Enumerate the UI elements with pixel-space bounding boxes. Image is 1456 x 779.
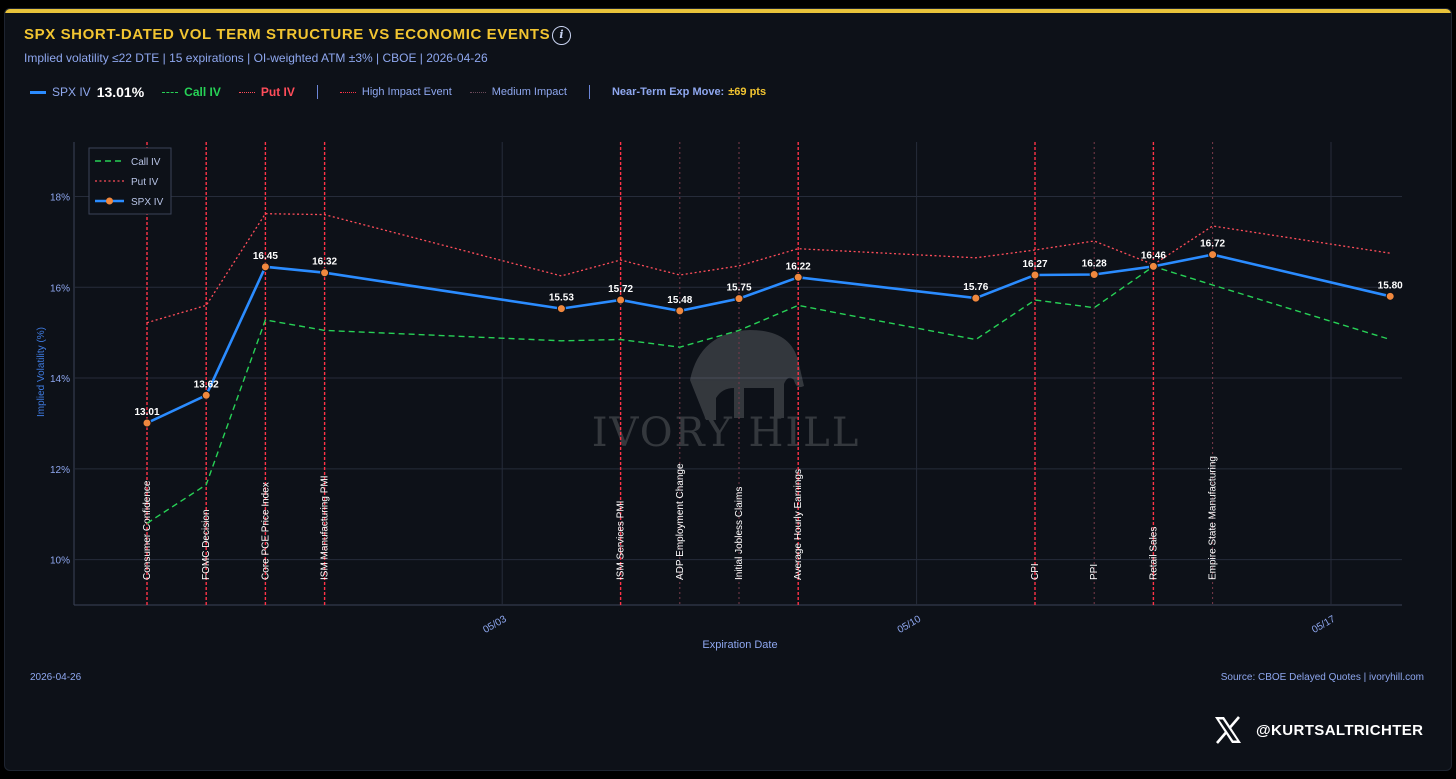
event-label: FOMC Decision: [201, 509, 212, 580]
legend-medium-swatch: [469, 91, 486, 93]
y-tick-label: 10%: [50, 556, 70, 567]
chart-subtitle: Implied volatility ≤22 DTE | 15 expirati…: [24, 51, 488, 65]
footer-source[interactable]: Source: CBOE Delayed Quotes | ivoryhill.…: [1220, 672, 1424, 683]
spx-iv-point: [793, 272, 803, 282]
y-tick-label: 18%: [50, 192, 70, 203]
spx-iv-point: [142, 418, 152, 428]
spx-iv-value-label: 15.72: [608, 284, 633, 295]
spx-iv-value-label: 16.28: [1082, 259, 1107, 270]
spx-iv-point: [616, 295, 626, 305]
legend-high-label: High Impact Event: [361, 86, 452, 98]
x-tick-label: 05/17: [1310, 614, 1338, 636]
spx-iv-point: [1030, 270, 1040, 280]
spx-iv-value-label: 16.72: [1200, 239, 1225, 250]
inner-legend-spx-label: SPX IV: [131, 197, 164, 208]
spx-iv-point: [556, 304, 566, 314]
footer-date: 2026-04-26: [30, 672, 82, 683]
spx-iv-value-label: 15.76: [963, 282, 988, 293]
y-tick-label: 14%: [50, 374, 70, 385]
spx-iv-point: [675, 306, 685, 316]
legend-spx-value: 13.01%: [96, 84, 145, 100]
watermark-logo: IVORY HILL: [592, 330, 861, 456]
spx-iv-point: [1148, 261, 1158, 271]
spx-iv-point: [734, 294, 744, 304]
spx-iv-point: [320, 268, 330, 278]
top-legend: SPX IV 13.01% Call IV Put IV High Impact…: [30, 82, 784, 102]
spx-iv-point: [971, 293, 981, 303]
x-tick-label: 05/03: [481, 614, 509, 636]
event-label: Consumer Confidence: [142, 480, 153, 580]
spx-iv-value-label: 16.32: [312, 257, 337, 268]
event-label: ISM Services PMI: [616, 501, 627, 580]
inner-legend-put-label: Put IV: [131, 177, 159, 188]
elephant-watermark-icon: [690, 330, 804, 420]
spx-iv-value-label: 15.48: [667, 295, 692, 306]
legend-medium-impact: Medium Impact: [469, 86, 567, 98]
legend-call-swatch: [162, 91, 179, 93]
spx-iv-point: [1208, 250, 1218, 260]
legend-put-iv: Put IV: [238, 85, 295, 99]
legend-separator: [316, 85, 318, 99]
exp-move-label: Near-Term Exp Move:: [611, 86, 725, 98]
legend-call-iv: Call IV: [162, 85, 221, 99]
legend-spx-swatch: [30, 90, 46, 94]
x-tick-label: 05/10: [896, 614, 924, 636]
legend-put-label: Put IV: [260, 85, 295, 99]
info-icon[interactable]: i: [552, 26, 571, 45]
event-label: Core PCE Price Index: [260, 482, 271, 580]
legend-medium-label: Medium Impact: [491, 86, 567, 98]
handle-text: @KURTSALTRICHTER: [1256, 721, 1424, 739]
event-label: Average Hourly Earnings: [793, 469, 804, 580]
y-tick-label: 16%: [50, 283, 70, 294]
y-tick-label: 12%: [50, 465, 70, 476]
plot-area: [74, 142, 1402, 605]
watermark-text: IVORY HILL: [592, 410, 861, 456]
event-label: ADP Employment Change: [675, 463, 686, 580]
spx-iv-point: [1385, 291, 1395, 301]
spx-iv-value-label: 16.27: [1022, 259, 1047, 270]
spx-iv-value-label: 15.80: [1378, 280, 1403, 291]
spx-iv-point: [260, 262, 270, 272]
legend-call-label: Call IV: [184, 85, 221, 99]
accent-bar: [5, 9, 1451, 13]
spx-iv-value-label: 13.01: [134, 407, 159, 418]
spx-iv-value-label: 15.53: [549, 293, 574, 304]
inner-legend-box: [88, 147, 172, 215]
legend-spx-iv: SPX IV 13.01%: [30, 84, 144, 100]
event-label: PPI: [1089, 564, 1100, 580]
event-label: ISM Manufacturing PMI: [320, 476, 331, 580]
inner-legend-spx-marker: [106, 197, 113, 205]
event-label: Retail Sales: [1148, 527, 1159, 580]
call-iv-line: [146, 265, 1391, 524]
spx-iv-value-label: 16.46: [1141, 250, 1166, 261]
legend-high-impact: High Impact Event: [339, 86, 452, 98]
spx-iv-value-label: 15.75: [726, 283, 751, 294]
x-logo-icon: [1215, 716, 1241, 744]
x-axis-title: Expiration Date: [702, 639, 777, 651]
y-axis-title: Implied Volatility (%): [36, 327, 47, 417]
spx-iv-point: [1089, 270, 1099, 280]
spx-iv-point: [201, 390, 211, 400]
spx-iv-value-label: 16.45: [253, 251, 278, 262]
chart-title: SPX SHORT-DATED VOL TERM STRUCTURE VS EC…: [24, 26, 551, 43]
put-iv-line: [146, 213, 1391, 324]
event-label: CPI: [1030, 563, 1041, 580]
legend-put-swatch: [238, 91, 255, 93]
exp-move-value: ±69 pts: [728, 86, 767, 98]
spx-iv-value-label: 16.22: [786, 261, 811, 272]
legend-exp-move: Near-Term Exp Move: ±69 pts: [612, 86, 766, 98]
legend-spx-label: SPX IV: [52, 85, 91, 99]
spx-iv-value-label: 13.62: [194, 379, 219, 390]
inner-legend-call-label: Call IV: [131, 157, 161, 168]
legend-separator: [588, 85, 590, 99]
legend-high-swatch: [339, 91, 356, 93]
author-handle[interactable]: @KURTSALTRICHTER: [1212, 714, 1423, 746]
event-label: Empire State Manufacturing: [1208, 456, 1219, 580]
event-label: Initial Jobless Claims: [734, 487, 745, 580]
